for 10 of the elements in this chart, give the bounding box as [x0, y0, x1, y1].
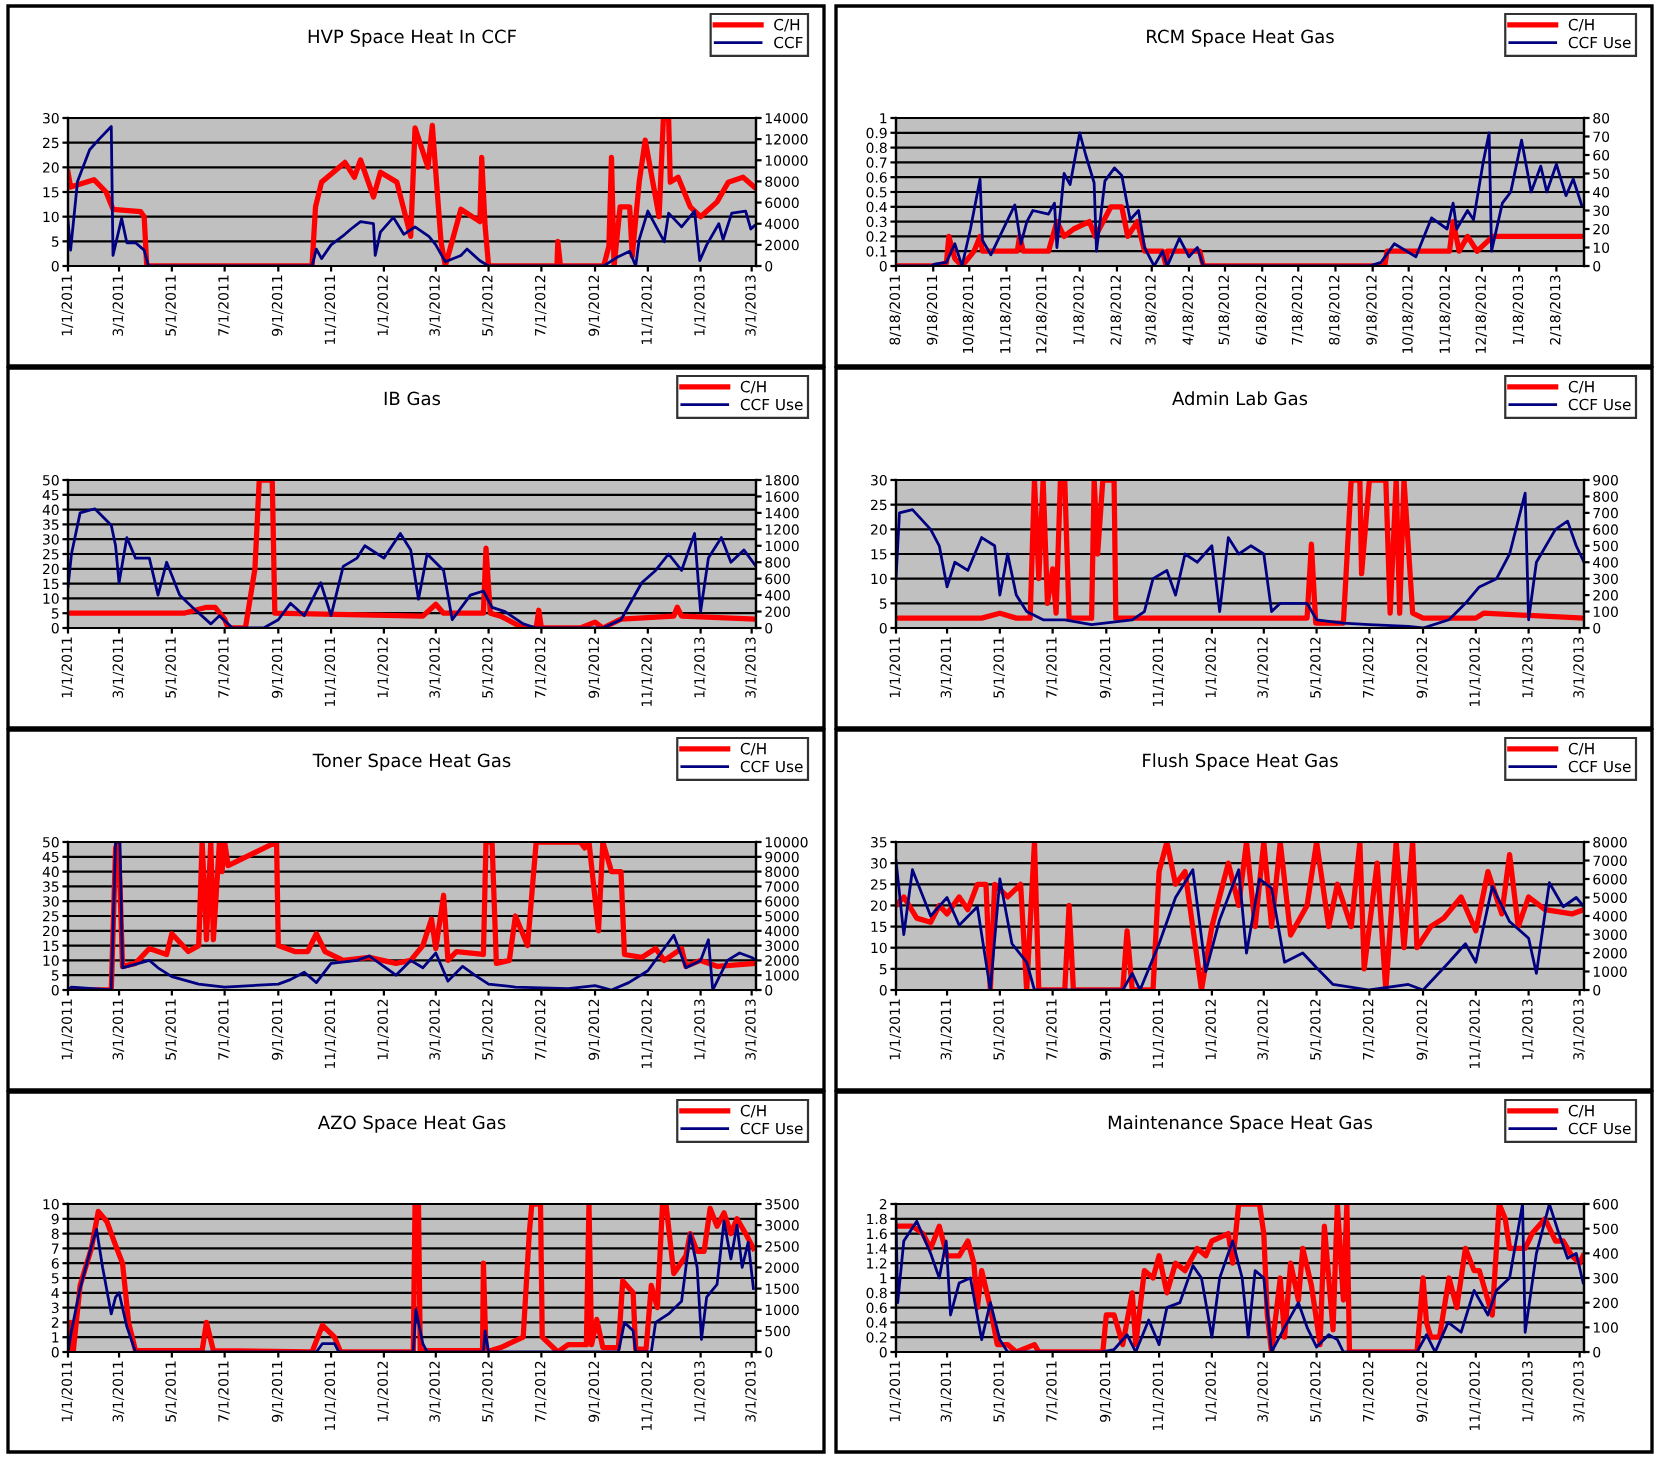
chart-title: Flush Space Heat Gas	[1143, 753, 1338, 771]
chart-title: Maintenance Space Heat Gas	[1108, 1115, 1373, 1133]
chart-title: AZO Space Heat Gas	[317, 1115, 506, 1133]
line-series	[896, 1204, 1584, 1352]
chart-title: Admin Lab Gas	[1172, 391, 1308, 406]
chart-title: Toner Space Heat Gas	[312, 753, 511, 771]
chart-title: HVP Space Heat In CCF	[308, 29, 516, 47]
chart-title: IB Gas	[384, 391, 441, 406]
chart-title: RCM Space Heat Gas	[1147, 29, 1334, 47]
line-series	[68, 480, 756, 628]
